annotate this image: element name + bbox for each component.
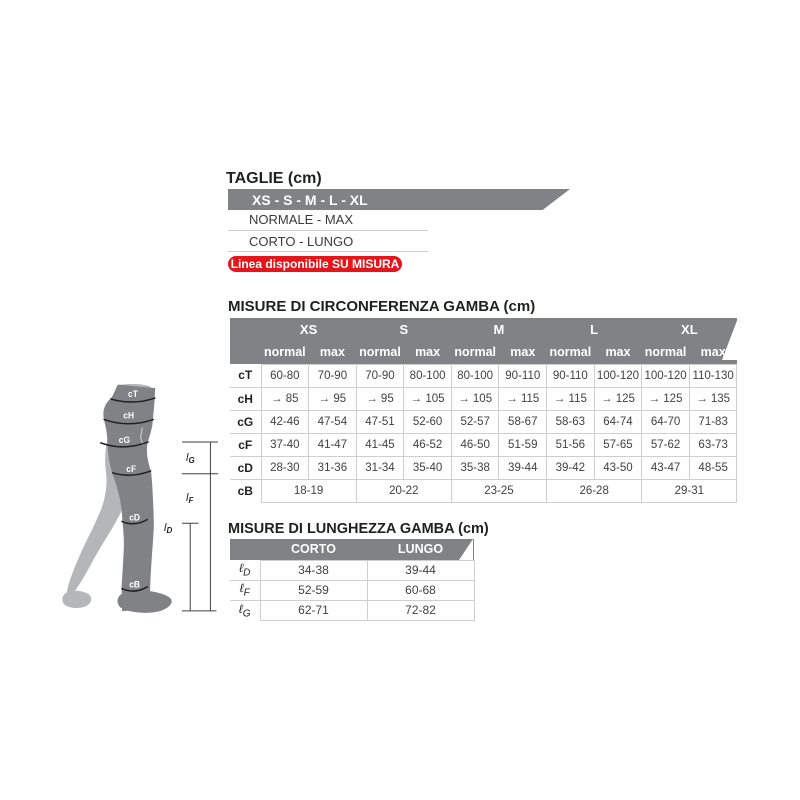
svg-text:cB: cB (129, 579, 140, 589)
svg-text:cD: cD (129, 512, 140, 522)
svg-text:lD: lD (164, 522, 172, 535)
svg-text:lF: lF (186, 492, 194, 505)
svg-text:lG: lG (186, 452, 195, 465)
svg-text:cH: cH (123, 410, 134, 420)
svg-text:cT: cT (128, 389, 138, 399)
svg-text:cF: cF (126, 463, 136, 473)
svg-text:cG: cG (119, 435, 130, 445)
